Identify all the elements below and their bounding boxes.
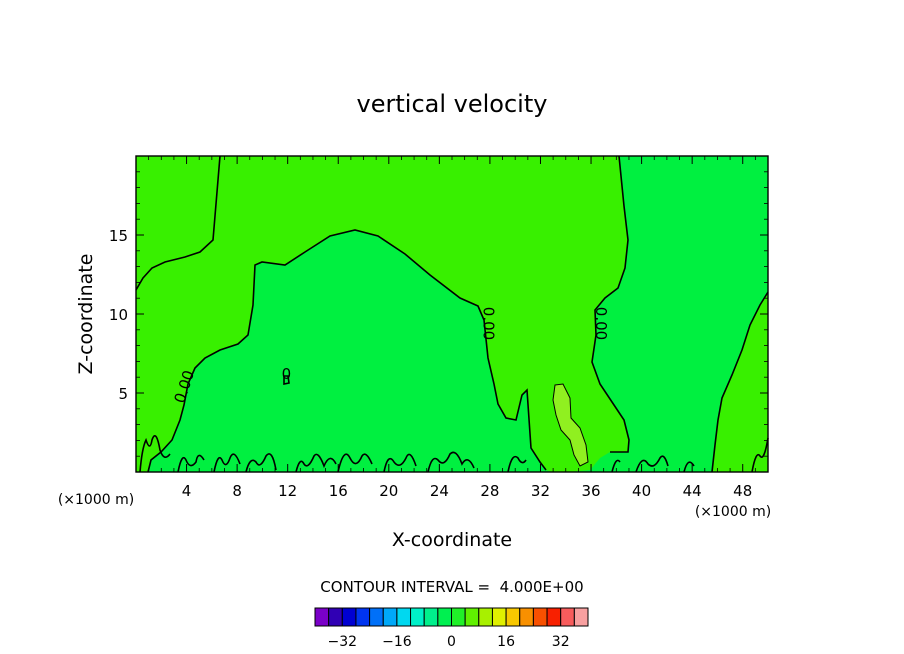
colorbar-tick-label: 32 xyxy=(552,634,570,650)
y-axis-label: Z-coordinate xyxy=(75,254,97,375)
contour-interval-label: CONTOUR INTERVAL = 4.000E+00 xyxy=(320,578,583,596)
colorbar-swatch xyxy=(464,607,480,627)
y-tick-label: 10 xyxy=(109,306,128,324)
x-unit-label-left: (×1000 m) xyxy=(58,492,134,508)
contour-labels: 0.000.00 0.000 xyxy=(171,307,610,406)
x-tick-label: 40 xyxy=(632,482,651,500)
small-closed-contour xyxy=(283,375,290,385)
zero-contour-left xyxy=(135,155,221,291)
zero-contour-central xyxy=(591,155,630,453)
x-unit-label-right: (×1000 m) xyxy=(695,504,771,520)
high-updraft-region xyxy=(553,384,588,466)
colorbar-swatch xyxy=(437,607,453,627)
positive-region-right xyxy=(712,292,768,472)
x-tick-label: 20 xyxy=(379,482,398,500)
y-tick-label: 15 xyxy=(109,227,128,245)
colorbar-swatch xyxy=(410,607,425,627)
x-axis-label: X-coordinate xyxy=(392,529,512,551)
chart-title: vertical velocity xyxy=(357,90,548,118)
contour-lines xyxy=(135,155,769,473)
positive-region-left-lower xyxy=(136,156,220,290)
x-ticks: 4 8 12 16 20 24 28 32 36 40 44 48 xyxy=(148,156,756,500)
high-updraft-contour xyxy=(552,383,589,467)
colorbar-tick-label: −32 xyxy=(328,634,358,650)
colorbar-labels: −32 −16 0 16 32 xyxy=(328,634,570,650)
colorbar-tick-label: 0 xyxy=(447,634,456,650)
x-tick-label: 12 xyxy=(278,482,297,500)
zero-contour-main xyxy=(147,229,547,473)
colorbar-swatch xyxy=(328,607,343,627)
zero-contour-right xyxy=(711,291,769,473)
x-tick-label: 8 xyxy=(232,482,242,500)
x-tick-label: 32 xyxy=(531,482,550,500)
y-tick-label: 5 xyxy=(118,385,128,403)
colorbar-swatch xyxy=(423,607,439,627)
colorbar-swatch xyxy=(546,607,562,627)
contour-label: 0.00 xyxy=(480,307,498,340)
colorbar-swatch xyxy=(491,607,507,627)
contour-label: 0 xyxy=(282,365,292,383)
x-tick-label: 24 xyxy=(430,482,449,500)
colorbar-swatch xyxy=(505,607,521,627)
colorbar-swatch xyxy=(355,607,371,627)
surface-wiggle-contours xyxy=(139,434,769,473)
colorbar-swatch xyxy=(519,607,534,627)
colorbar-swatch xyxy=(369,607,384,627)
colorbar xyxy=(314,607,589,627)
colorbar-swatch xyxy=(396,607,412,627)
colorbar-swatch xyxy=(341,607,357,627)
x-tick-label: 44 xyxy=(683,482,702,500)
colorbar-tick-label: 16 xyxy=(497,634,515,650)
x-tick-label: 4 xyxy=(182,482,192,500)
plot-area: 0.000.00 0.000 xyxy=(135,155,769,473)
colorbar-swatch xyxy=(478,607,493,627)
colorbar-tick-label: −16 xyxy=(382,634,412,650)
colorbar-swatch xyxy=(560,607,575,627)
x-tick-label: 48 xyxy=(733,482,752,500)
colorbar-swatch xyxy=(532,607,548,627)
x-tick-label: 28 xyxy=(480,482,499,500)
colorbar-swatch xyxy=(314,607,330,627)
y-ticks: 5 10 15 xyxy=(109,171,768,457)
positive-region-main xyxy=(136,156,629,472)
x-tick-label: 36 xyxy=(581,482,600,500)
contour-label: 0.00 xyxy=(592,307,610,340)
colorbar-swatch xyxy=(451,607,466,627)
colorbar-swatch xyxy=(382,607,398,627)
x-tick-label: 16 xyxy=(329,482,348,500)
colorbar-swatch xyxy=(573,607,589,627)
